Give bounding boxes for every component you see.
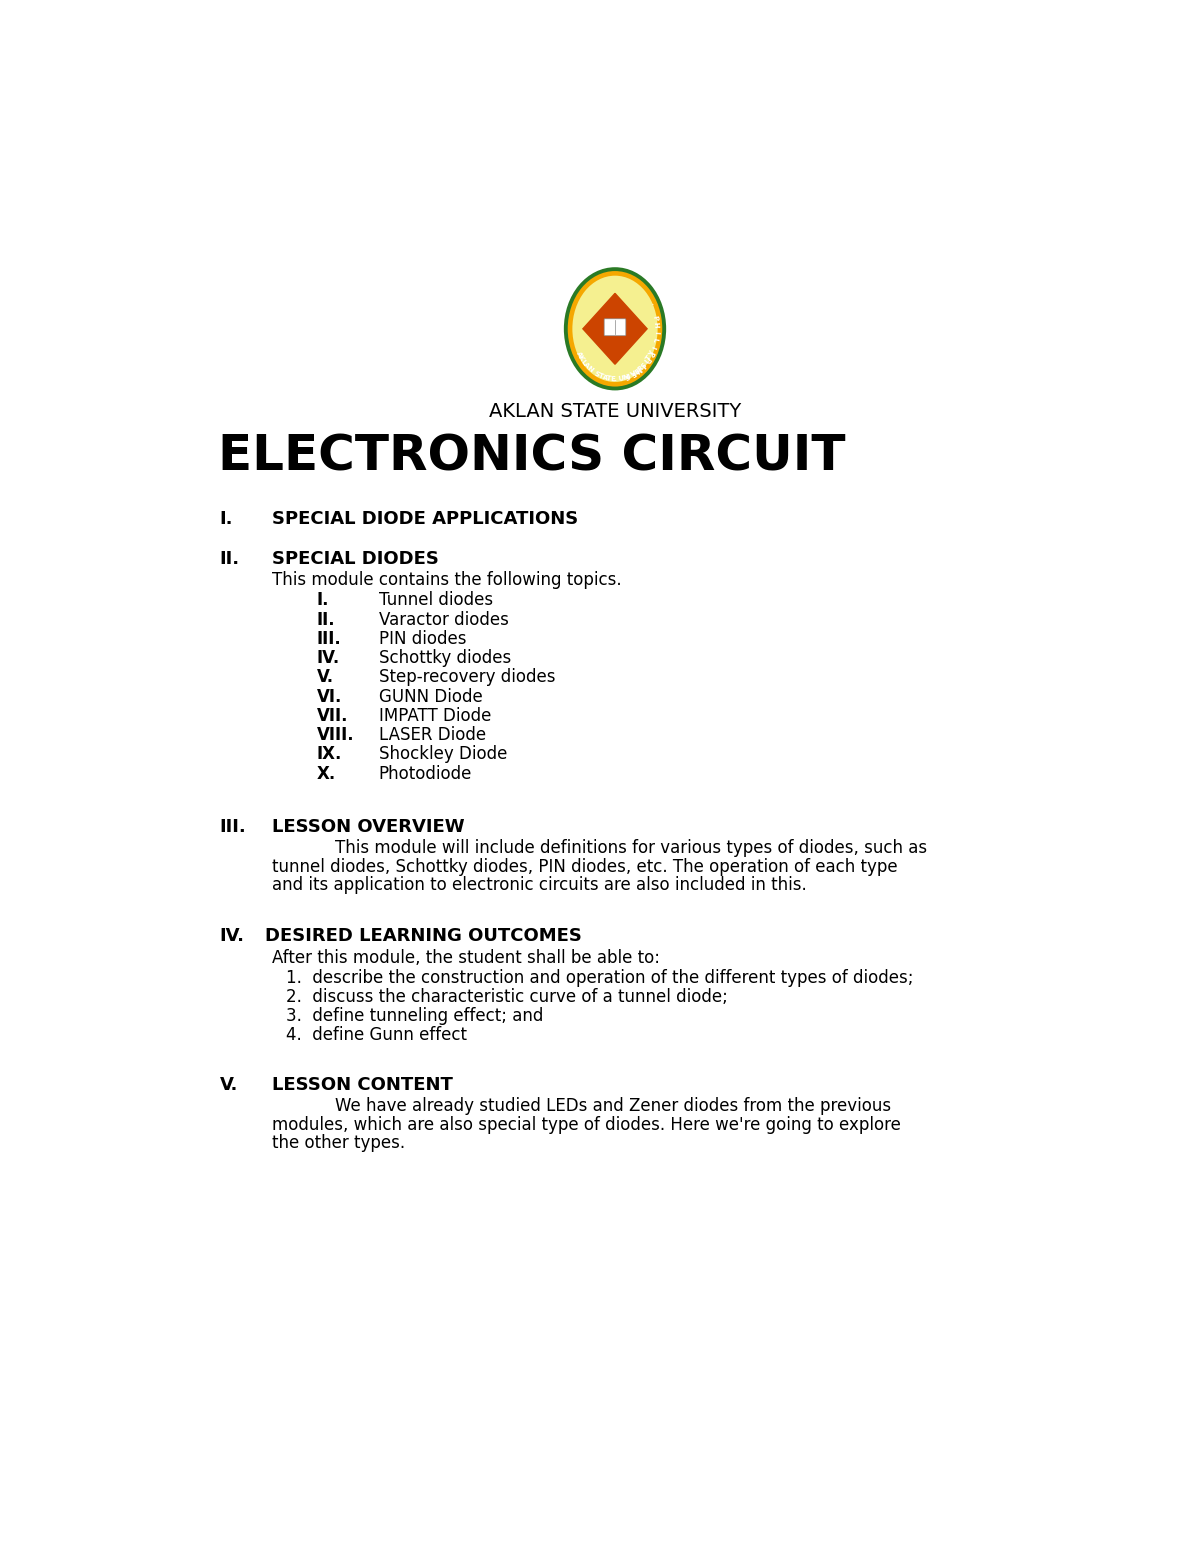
Text: P: P — [652, 315, 659, 321]
Text: II.: II. — [317, 610, 335, 629]
Text: E: E — [634, 368, 641, 376]
Text: 2.  discuss the characteristic curve of a tunnel diode;: 2. discuss the characteristic curve of a… — [286, 988, 727, 1006]
Text: the other types.: the other types. — [272, 1134, 406, 1152]
Text: I: I — [650, 345, 656, 349]
Text: E: E — [611, 376, 616, 382]
Text: T: T — [598, 373, 604, 380]
Text: H: H — [653, 321, 659, 328]
Text: L: L — [652, 337, 659, 343]
Text: I.: I. — [220, 509, 233, 528]
Text: S: S — [624, 373, 630, 379]
Text: X.: X. — [317, 764, 336, 783]
Text: ·: · — [647, 301, 654, 307]
Text: VII.: VII. — [317, 707, 348, 725]
Text: T: T — [646, 354, 653, 362]
Text: Step-recovery diodes: Step-recovery diodes — [379, 668, 556, 686]
FancyBboxPatch shape — [604, 318, 626, 335]
Text: P: P — [647, 349, 654, 357]
Text: IV.: IV. — [220, 927, 245, 946]
Text: III.: III. — [220, 818, 246, 836]
Text: SPECIAL DIODES: SPECIAL DIODES — [272, 550, 439, 568]
Ellipse shape — [564, 267, 666, 390]
Text: LASER Diode: LASER Diode — [379, 727, 486, 744]
Text: R: R — [636, 365, 644, 373]
Text: N: N — [622, 374, 629, 382]
Text: Y: Y — [648, 351, 655, 357]
Text: IMPATT Diode: IMPATT Diode — [379, 707, 491, 725]
Text: LESSON CONTENT: LESSON CONTENT — [272, 1076, 454, 1093]
Text: SPECIAL DIODE APPLICATIONS: SPECIAL DIODE APPLICATIONS — [272, 509, 578, 528]
Ellipse shape — [568, 272, 662, 387]
Text: II.: II. — [220, 550, 240, 568]
Ellipse shape — [572, 276, 658, 382]
Text: I.: I. — [317, 592, 329, 609]
Polygon shape — [583, 294, 647, 365]
Text: VI.: VI. — [317, 688, 342, 705]
Text: 1.  describe the construction and operation of the different types of diodes;: 1. describe the construction and operati… — [286, 969, 913, 986]
Text: E: E — [629, 370, 636, 377]
Text: After this module, the student shall be able to:: After this module, the student shall be … — [272, 949, 660, 966]
Text: Schottky diodes: Schottky diodes — [379, 649, 511, 668]
Text: A: A — [582, 362, 590, 370]
Text: GUNN Diode: GUNN Diode — [379, 688, 482, 705]
Text: S: S — [640, 362, 648, 370]
Text: 4.  define Gunn effect: 4. define Gunn effect — [286, 1027, 467, 1045]
Text: I: I — [643, 359, 649, 365]
Text: modules, which are also special type of diodes. Here we're going to explore: modules, which are also special type of … — [272, 1115, 901, 1134]
Text: V: V — [630, 371, 637, 379]
Text: DESIRED LEARNING OUTCOMES: DESIRED LEARNING OUTCOMES — [265, 927, 582, 946]
Text: 3.  define tunneling effect; and: 3. define tunneling effect; and — [286, 1008, 542, 1025]
Text: This module contains the following topics.: This module contains the following topic… — [272, 572, 622, 589]
Text: ELECTRONICS CIRCUIT: ELECTRONICS CIRCUIT — [218, 433, 846, 481]
Text: AKLAN STATE UNIVERSITY: AKLAN STATE UNIVERSITY — [488, 402, 742, 421]
Text: Tunnel diodes: Tunnel diodes — [379, 592, 493, 609]
Text: L: L — [580, 359, 587, 367]
Text: T: T — [606, 376, 612, 382]
Text: and its application to electronic circuits are also included in this.: and its application to electronic circui… — [272, 876, 808, 895]
Text: I: I — [628, 373, 631, 379]
Text: I: I — [640, 362, 646, 368]
Text: U: U — [618, 376, 624, 382]
Text: III.: III. — [317, 631, 341, 648]
Text: I: I — [653, 331, 659, 334]
Text: A: A — [601, 374, 608, 382]
Text: We have already studied LEDs and Zener diodes from the previous: We have already studied LEDs and Zener d… — [272, 1098, 892, 1115]
Text: PIN diodes: PIN diodes — [379, 631, 466, 648]
Text: ·: · — [613, 376, 617, 380]
Text: IX.: IX. — [317, 745, 342, 764]
Text: VIII.: VIII. — [317, 727, 354, 744]
Text: IV.: IV. — [317, 649, 340, 668]
Text: P: P — [643, 356, 650, 363]
Text: Varactor diodes: Varactor diodes — [379, 610, 509, 629]
Text: Shockley Diode: Shockley Diode — [379, 745, 508, 764]
Text: A: A — [575, 351, 583, 357]
Text: S: S — [593, 371, 600, 377]
Text: V.: V. — [317, 668, 334, 686]
Text: tunnel diodes, Schottky diodes, PIN diodes, etc. The operation of each type: tunnel diodes, Schottky diodes, PIN diod… — [272, 857, 898, 876]
Text: N: N — [634, 365, 642, 374]
Text: Photodiode: Photodiode — [379, 764, 472, 783]
Text: N: N — [586, 365, 594, 373]
Text: This module will include definitions for various types of diodes, such as: This module will include definitions for… — [272, 839, 928, 857]
Text: K: K — [577, 354, 584, 362]
Text: LESSON OVERVIEW: LESSON OVERVIEW — [272, 818, 466, 836]
Text: V.: V. — [220, 1076, 238, 1093]
